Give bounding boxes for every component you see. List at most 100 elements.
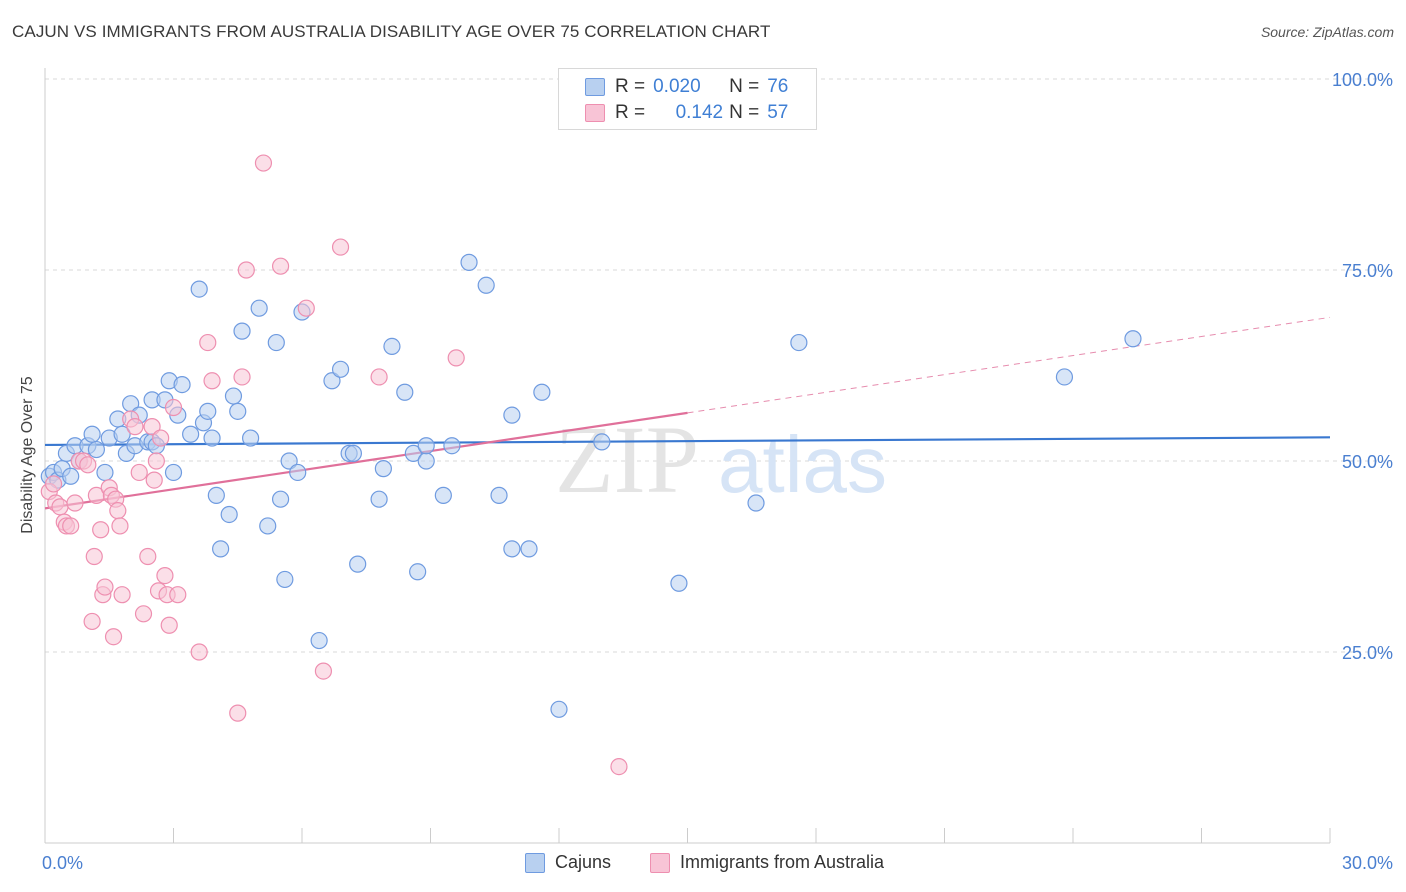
- point-cajuns[interactable]: [280, 452, 298, 470]
- point-cajuns[interactable]: [259, 517, 277, 535]
- point-cajuns[interactable]: [173, 376, 191, 394]
- point-cajuns[interactable]: [374, 460, 392, 478]
- point-immigrants[interactable]: [126, 418, 144, 436]
- point-immigrants[interactable]: [83, 612, 101, 631]
- point-cajuns[interactable]: [417, 452, 435, 470]
- point-immigrants[interactable]: [169, 586, 187, 604]
- point-cajuns[interactable]: [1124, 330, 1142, 348]
- point-immigrants[interactable]: [113, 586, 131, 604]
- point-cajuns[interactable]: [310, 631, 328, 650]
- point-immigrants[interactable]: [233, 368, 251, 386]
- trend-line-cajuns: [44, 436, 1331, 447]
- point-cajuns[interactable]: [409, 563, 427, 581]
- point-immigrants[interactable]: [164, 398, 183, 417]
- point-immigrants[interactable]: [199, 333, 217, 352]
- point-immigrants[interactable]: [331, 238, 350, 256]
- point-immigrants[interactable]: [66, 494, 84, 512]
- point-immigrants[interactable]: [44, 475, 63, 493]
- point-cajuns[interactable]: [670, 574, 688, 592]
- point-cajuns[interactable]: [790, 333, 808, 352]
- point-cajuns[interactable]: [490, 486, 508, 504]
- point-cajuns[interactable]: [1055, 368, 1074, 386]
- point-cajuns[interactable]: [349, 555, 367, 573]
- point-immigrants[interactable]: [370, 368, 388, 386]
- point-immigrants[interactable]: [203, 372, 221, 390]
- point-cajuns[interactable]: [331, 360, 350, 378]
- point-immigrants[interactable]: [96, 578, 114, 596]
- point-immigrants[interactable]: [85, 547, 103, 566]
- point-cajuns[interactable]: [233, 322, 251, 340]
- point-cajuns[interactable]: [164, 463, 183, 482]
- point-immigrants[interactable]: [254, 154, 273, 172]
- watermark: ZIP atlas: [555, 406, 887, 513]
- point-cajuns[interactable]: [207, 486, 225, 504]
- point-cajuns[interactable]: [396, 383, 414, 401]
- point-immigrants[interactable]: [143, 418, 161, 436]
- point-cajuns[interactable]: [242, 429, 260, 447]
- point-cajuns[interactable]: [477, 276, 495, 294]
- point-cajuns[interactable]: [417, 437, 435, 455]
- point-cajuns[interactable]: [203, 429, 221, 447]
- legend-item-immigrants[interactable]: Immigrants from Australia: [650, 852, 884, 873]
- point-immigrants[interactable]: [139, 547, 157, 566]
- point-immigrants[interactable]: [145, 471, 163, 489]
- point-cajuns[interactable]: [229, 402, 247, 420]
- point-cajuns[interactable]: [289, 463, 307, 482]
- point-cajuns[interactable]: [533, 383, 551, 401]
- point-immigrants[interactable]: [51, 498, 69, 516]
- point-cajuns[interactable]: [503, 540, 521, 558]
- legend-label-cajuns: Cajuns: [555, 852, 612, 872]
- point-immigrants[interactable]: [156, 566, 174, 585]
- point-immigrants[interactable]: [147, 452, 165, 470]
- point-cajuns[interactable]: [323, 372, 341, 390]
- point-cajuns[interactable]: [199, 402, 217, 420]
- legend-n-value: 76: [767, 76, 789, 97]
- point-cajuns[interactable]: [460, 253, 478, 271]
- point-cajuns[interactable]: [550, 700, 568, 718]
- point-cajuns[interactable]: [344, 444, 362, 462]
- point-cajuns[interactable]: [747, 494, 765, 512]
- point-immigrants[interactable]: [237, 261, 255, 279]
- point-cajuns[interactable]: [271, 490, 290, 508]
- point-immigrants[interactable]: [62, 517, 80, 535]
- point-immigrants[interactable]: [610, 757, 628, 776]
- point-cajuns[interactable]: [370, 490, 388, 508]
- point-immigrants[interactable]: [104, 628, 123, 646]
- point-cajuns[interactable]: [593, 433, 611, 451]
- point-immigrants[interactable]: [130, 463, 148, 482]
- point-immigrants[interactable]: [92, 521, 110, 539]
- point-cajuns[interactable]: [404, 444, 422, 462]
- point-immigrants[interactable]: [160, 616, 178, 634]
- point-cajuns[interactable]: [62, 467, 80, 485]
- point-cajuns[interactable]: [443, 437, 461, 455]
- point-immigrants[interactable]: [271, 257, 290, 275]
- point-cajuns[interactable]: [267, 333, 285, 352]
- point-immigrants[interactable]: [109, 502, 127, 520]
- point-cajuns[interactable]: [182, 425, 200, 443]
- point-cajuns[interactable]: [87, 440, 106, 459]
- point-cajuns[interactable]: [83, 425, 101, 443]
- point-immigrants[interactable]: [134, 605, 153, 623]
- point-cajuns[interactable]: [250, 299, 268, 317]
- legend-item-cajuns[interactable]: Cajuns: [525, 852, 611, 873]
- point-cajuns[interactable]: [434, 486, 452, 504]
- point-cajuns[interactable]: [383, 337, 401, 355]
- point-cajuns[interactable]: [276, 570, 294, 589]
- point-immigrants[interactable]: [152, 429, 170, 447]
- point-cajuns[interactable]: [503, 406, 521, 424]
- legend-swatch-blue: [585, 78, 605, 96]
- point-immigrants[interactable]: [190, 643, 208, 661]
- point-immigrants[interactable]: [447, 349, 465, 367]
- point-cajuns[interactable]: [190, 280, 208, 298]
- point-cajuns[interactable]: [113, 425, 131, 443]
- point-cajuns[interactable]: [96, 463, 114, 482]
- point-cajuns[interactable]: [220, 505, 238, 524]
- point-immigrants[interactable]: [297, 299, 315, 317]
- point-cajuns[interactable]: [520, 540, 538, 558]
- point-immigrants[interactable]: [111, 517, 129, 535]
- point-immigrants[interactable]: [314, 662, 333, 680]
- point-immigrants[interactable]: [229, 704, 247, 722]
- point-cajuns[interactable]: [224, 387, 243, 405]
- point-cajuns[interactable]: [212, 540, 230, 558]
- point-immigrants[interactable]: [79, 456, 97, 474]
